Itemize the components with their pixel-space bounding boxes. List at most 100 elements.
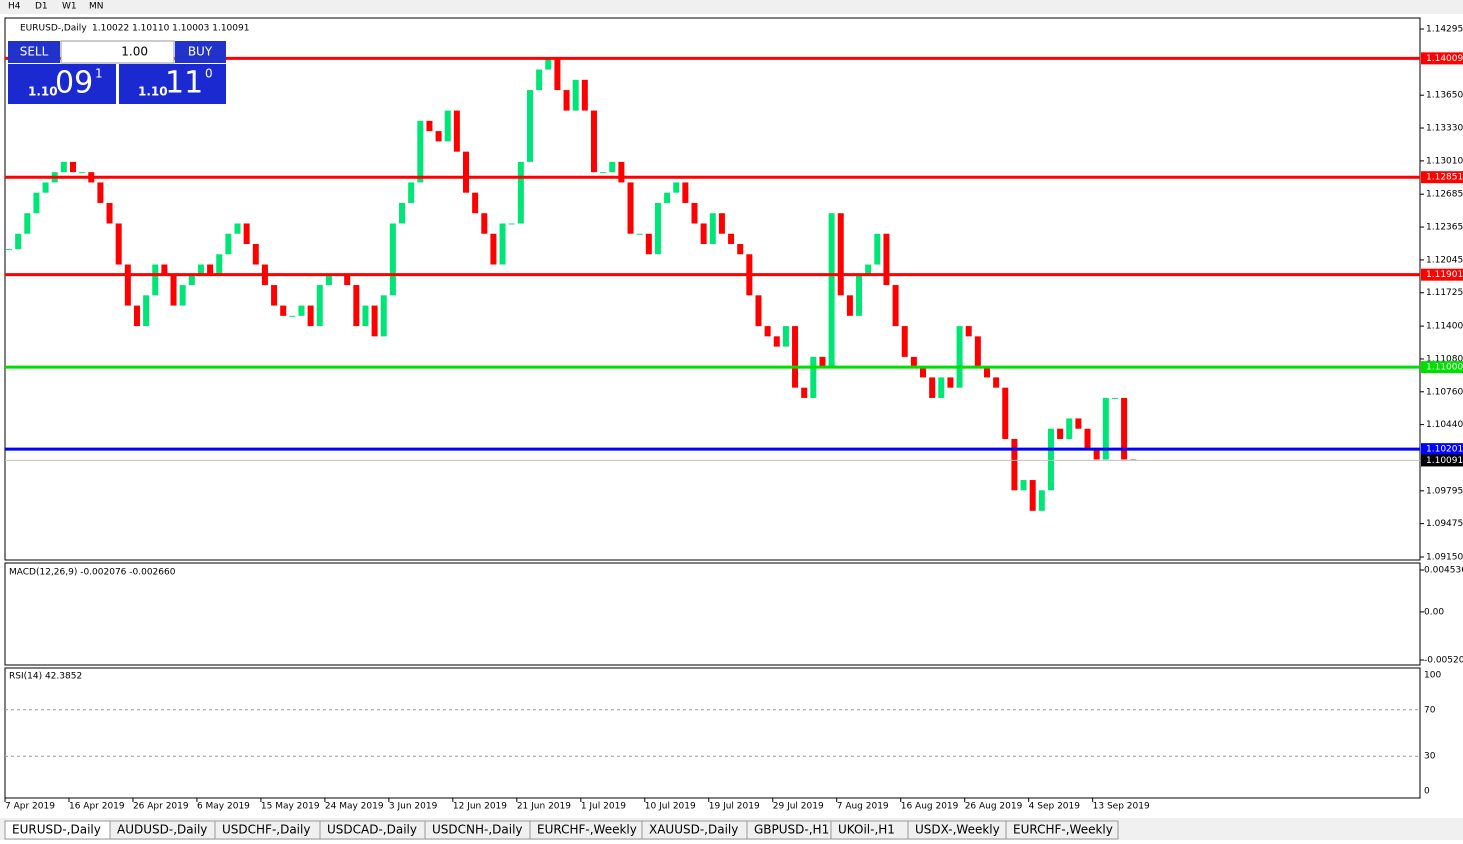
candle [618,161,625,183]
candle [307,305,314,327]
sell-price[interactable] [8,64,116,104]
tab-label[interactable]: USDX-,Weekly [915,823,1000,837]
candle [371,305,378,337]
level-label: 1.12851 [1426,173,1463,183]
candle [947,377,954,388]
candle [590,110,597,173]
tab-label[interactable]: USDCAD-,Daily [327,823,417,837]
y-tick-label: 1.10760 [1426,387,1463,397]
y-tick-label: 1.11725 [1426,288,1463,298]
candle [225,233,232,255]
candle [115,223,122,265]
x-tick-label: 29 Jul 2019 [773,802,824,812]
tab-label[interactable]: EURCHF-,Weekly [537,823,637,837]
level-label: 1.14009 [1426,54,1463,64]
level-label: 1.10091 [1426,456,1463,466]
candle [718,213,725,234]
sell-button[interactable] [8,41,60,63]
candle [97,182,104,203]
candle [170,274,177,306]
timeframe-button[interactable]: D1 [35,2,48,12]
candle [481,213,488,234]
x-tick-label: 26 Aug 2019 [965,802,1023,812]
candle [207,264,214,275]
x-tick-label: 15 May 2019 [261,802,320,812]
candle [289,315,296,317]
timeframe-button[interactable]: H4 [8,2,21,12]
x-tick-label: 16 Apr 2019 [69,802,125,812]
x-tick-label: 10 Jul 2019 [645,802,696,812]
candle [444,110,451,142]
level-label: 1.11000 [1426,363,1463,373]
rsi-tick-label: 70 [1424,705,1436,715]
buy-big: 1.10 [138,85,168,99]
timeframe-button[interactable]: MN [89,2,104,12]
candle [1002,387,1009,439]
candle [435,131,442,142]
candle [691,202,698,224]
candle [490,233,497,265]
candle [700,223,707,244]
x-tick-label: 7 Apr 2019 [5,802,55,812]
candle [627,182,634,234]
tab-label[interactable]: EURUSD-,Daily [12,823,101,837]
sell-big: 1.10 [28,85,58,99]
candle [298,305,305,316]
tab-label[interactable]: USDCNH-,Daily [432,823,523,837]
candle [645,233,652,255]
candle [554,59,561,91]
candle [517,161,524,224]
sell-pips: 09 [55,66,93,101]
y-tick-label: 1.13650 [1426,91,1463,101]
level-tag [1421,361,1463,374]
candle [865,264,872,275]
lot-input[interactable] [60,40,175,64]
buy-price[interactable] [119,64,226,104]
y-tick-label: 1.11400 [1426,322,1463,332]
candle [380,295,387,337]
lot: 1.00 [121,45,148,59]
tab-label[interactable]: USDCHF-,Daily [222,823,310,837]
candle [1047,428,1054,491]
candle [69,161,76,173]
candle [764,326,771,337]
candle [188,274,195,286]
candle [1121,397,1128,460]
x-tick-label: 16 Aug 2019 [901,802,959,812]
rsi-tick-label: 100 [1424,671,1441,681]
candle [216,254,223,275]
buy-button[interactable] [175,41,226,63]
candle [856,274,863,316]
candle [234,223,241,234]
x-tick-label: 12 Jun 2019 [453,802,507,812]
candle [243,223,250,244]
x-tick-label: 1 Jul 2019 [581,802,626,812]
candle [883,233,890,286]
y-tick-label: 1.13010 [1426,156,1463,166]
candle [673,182,680,193]
candle [1066,418,1073,439]
candle [1038,490,1045,511]
candle [15,233,22,250]
timeframe-button[interactable]: W1 [62,2,77,12]
candle [965,326,972,337]
candle [563,90,570,111]
candle [6,249,12,251]
candle [1011,438,1018,491]
x-tick-label: 4 Sep 2019 [1029,802,1081,812]
buy-frac: 0 [205,67,213,81]
level-tag [1421,171,1463,184]
candle [755,295,762,327]
candle [682,182,689,203]
candle [709,213,716,244]
tab[interactable] [1005,820,1119,840]
macd-tick-label: -0.005209 [1424,656,1463,666]
tab-label[interactable]: AUDUSD-,Daily [117,823,207,837]
candle [737,243,744,255]
tab-label[interactable]: EURCHF-,Weekly [1013,823,1113,837]
tab-label[interactable]: UKOil-,H1 [838,823,895,837]
trade-panel: SELL BUY 1.00 1.10 09 1 1.10 11 0 [8,40,226,104]
candle [609,161,616,173]
tab-label[interactable]: XAUUSD-,Daily [649,823,738,837]
tab-label[interactable]: GBPUSD-,H1 [754,823,829,837]
